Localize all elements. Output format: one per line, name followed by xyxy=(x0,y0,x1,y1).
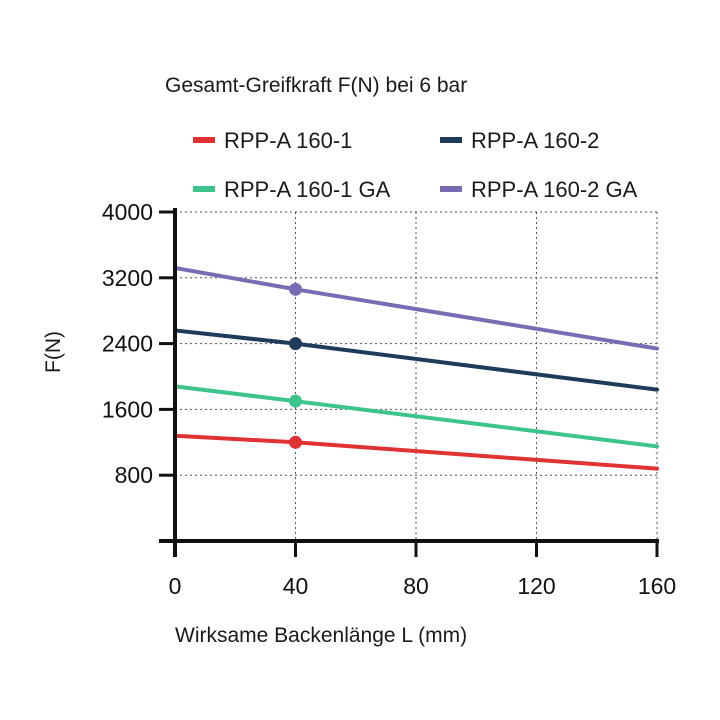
y-tick-label-1: 1600 xyxy=(102,396,153,422)
y-axis-title: F(N) xyxy=(42,331,65,373)
x-axis-title: Wirksame Backenlänge L (mm) xyxy=(175,624,467,647)
tick-labels: 800 1600 2400 3200 4000 0 40 80 120 160 xyxy=(102,199,676,599)
data-point-0-1 xyxy=(289,435,302,449)
legend-label-1: RPP-A 160-2 xyxy=(471,128,599,153)
data-point-1-1 xyxy=(289,337,302,351)
y-tick-label-3: 3200 xyxy=(102,265,153,291)
data-point-3-1 xyxy=(289,282,302,296)
x-tick-label-1: 40 xyxy=(283,573,309,599)
legend-label-2: RPP-A 160-1 GA xyxy=(224,177,391,202)
x-tick-label-2: 80 xyxy=(403,573,429,599)
series-lines xyxy=(173,265,659,471)
x-tick-label-3: 120 xyxy=(517,573,555,599)
series-line-1 xyxy=(173,328,659,392)
y-tick-label-2: 2400 xyxy=(102,331,153,357)
x-tick-label-4: 160 xyxy=(638,573,676,599)
chart-title: Gesamt-Greifkraft F(N) bei 6 bar xyxy=(165,74,467,97)
axes xyxy=(159,208,659,557)
y-tick-label-4: 4000 xyxy=(102,199,153,225)
data-point-2-1 xyxy=(289,394,302,408)
grid xyxy=(175,211,658,541)
legend-label-0: RPP-A 160-1 xyxy=(224,128,352,153)
legend: RPP-A 160-1 RPP-A 160-2 RPP-A 160-1 GA RPP-… xyxy=(193,128,638,202)
legend-label-3: RPP-A 160-2 GA xyxy=(471,177,638,202)
x-tick-label-0: 0 xyxy=(169,573,182,599)
y-tick-label-0: 800 xyxy=(115,462,153,488)
